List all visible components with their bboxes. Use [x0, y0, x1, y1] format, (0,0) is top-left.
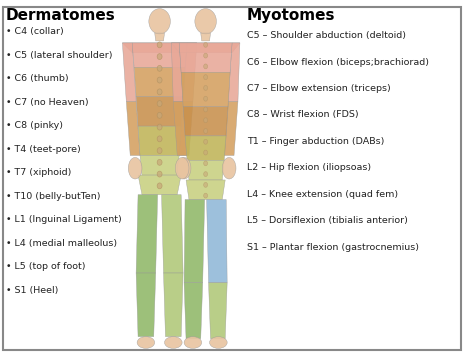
Text: C6 – Elbow flexion (biceps;brachiorad): C6 – Elbow flexion (biceps;brachiorad) [247, 57, 429, 66]
Ellipse shape [164, 337, 182, 348]
Text: C8 – Wrist flexion (FDS): C8 – Wrist flexion (FDS) [247, 110, 358, 120]
Text: • C6 (thumb): • C6 (thumb) [6, 74, 69, 83]
Text: L5 – Dorsiflexion (tibialis anterior): L5 – Dorsiflexion (tibialis anterior) [247, 216, 408, 225]
Ellipse shape [157, 160, 162, 165]
Text: • L1 (Inguinal Ligament): • L1 (Inguinal Ligament) [6, 215, 122, 224]
Polygon shape [136, 97, 183, 126]
FancyBboxPatch shape [3, 7, 461, 350]
Ellipse shape [204, 107, 208, 112]
Ellipse shape [157, 112, 162, 118]
Ellipse shape [128, 157, 142, 179]
Ellipse shape [204, 85, 208, 90]
Ellipse shape [204, 96, 208, 101]
Text: • T4 (teet-pore): • T4 (teet-pore) [6, 145, 81, 154]
Ellipse shape [157, 148, 162, 154]
Text: S1 – Plantar flexion (gastrocnemius): S1 – Plantar flexion (gastrocnemius) [247, 243, 419, 252]
Text: • L4 (medial malleolus): • L4 (medial malleolus) [6, 239, 117, 248]
Polygon shape [173, 102, 187, 156]
Ellipse shape [157, 54, 162, 60]
Polygon shape [164, 273, 183, 337]
Ellipse shape [157, 124, 162, 130]
Polygon shape [126, 102, 140, 156]
Text: • S1 (Heel): • S1 (Heel) [6, 286, 58, 295]
Ellipse shape [157, 101, 162, 106]
Polygon shape [201, 33, 210, 41]
Text: C5 – Shoulder abduction (deltoid): C5 – Shoulder abduction (deltoid) [247, 31, 406, 40]
Polygon shape [136, 273, 155, 337]
Text: Myotomes: Myotomes [247, 7, 335, 22]
Ellipse shape [157, 171, 162, 177]
Polygon shape [138, 175, 181, 195]
Polygon shape [224, 102, 238, 156]
Polygon shape [228, 43, 240, 102]
Ellipse shape [204, 118, 208, 123]
Text: L4 – Knee extension (quad fem): L4 – Knee extension (quad fem) [247, 190, 398, 199]
Polygon shape [155, 33, 164, 41]
Ellipse shape [149, 9, 170, 34]
Polygon shape [132, 43, 187, 67]
Text: • T10 (belly-butTen): • T10 (belly-butTen) [6, 192, 100, 201]
Ellipse shape [204, 64, 208, 69]
Polygon shape [183, 43, 197, 102]
Ellipse shape [204, 53, 208, 58]
Ellipse shape [204, 42, 208, 47]
Polygon shape [187, 160, 224, 180]
Polygon shape [162, 195, 183, 273]
Ellipse shape [184, 337, 202, 348]
Polygon shape [181, 72, 230, 106]
Text: • C5 (lateral shoulder): • C5 (lateral shoulder) [6, 51, 112, 60]
Polygon shape [172, 43, 240, 53]
Polygon shape [122, 43, 197, 53]
Ellipse shape [204, 193, 208, 198]
Polygon shape [207, 200, 227, 283]
Polygon shape [184, 283, 203, 338]
Ellipse shape [210, 337, 227, 348]
Ellipse shape [157, 42, 162, 48]
Ellipse shape [195, 9, 217, 34]
Polygon shape [183, 106, 228, 136]
Polygon shape [186, 180, 225, 200]
Text: T1 – Finger abduction (DABs): T1 – Finger abduction (DABs) [247, 137, 384, 146]
Text: Dermatomes: Dermatomes [6, 7, 116, 22]
Text: • L5 (top of foot): • L5 (top of foot) [6, 262, 85, 271]
Ellipse shape [204, 139, 208, 144]
Ellipse shape [157, 136, 162, 142]
Polygon shape [179, 43, 232, 72]
Ellipse shape [204, 161, 208, 166]
Polygon shape [185, 136, 226, 160]
Ellipse shape [175, 157, 189, 179]
Text: • C4 (collar): • C4 (collar) [6, 27, 64, 36]
Ellipse shape [222, 157, 236, 179]
Ellipse shape [177, 157, 191, 179]
Text: • C7 (no Heaven): • C7 (no Heaven) [6, 98, 89, 107]
Text: • C8 (pinky): • C8 (pinky) [6, 121, 63, 130]
Polygon shape [179, 102, 193, 156]
Polygon shape [134, 67, 185, 97]
Ellipse shape [204, 129, 208, 134]
Text: C7 – Elbow extension (triceps): C7 – Elbow extension (triceps) [247, 84, 391, 93]
Ellipse shape [157, 65, 162, 71]
Ellipse shape [157, 77, 162, 83]
Ellipse shape [137, 337, 155, 348]
Ellipse shape [204, 182, 208, 187]
Polygon shape [138, 126, 181, 156]
Polygon shape [184, 200, 205, 283]
Ellipse shape [204, 150, 208, 155]
Ellipse shape [157, 89, 162, 95]
Text: L2 – Hip flexion (iliopsoas): L2 – Hip flexion (iliopsoas) [247, 163, 371, 172]
Polygon shape [172, 43, 183, 102]
Polygon shape [122, 43, 136, 102]
Ellipse shape [204, 172, 208, 177]
Text: • T7 (xiphoid): • T7 (xiphoid) [6, 168, 71, 177]
Polygon shape [136, 195, 158, 273]
Polygon shape [209, 283, 227, 338]
Polygon shape [140, 156, 179, 175]
Ellipse shape [157, 183, 162, 189]
Ellipse shape [204, 75, 208, 80]
